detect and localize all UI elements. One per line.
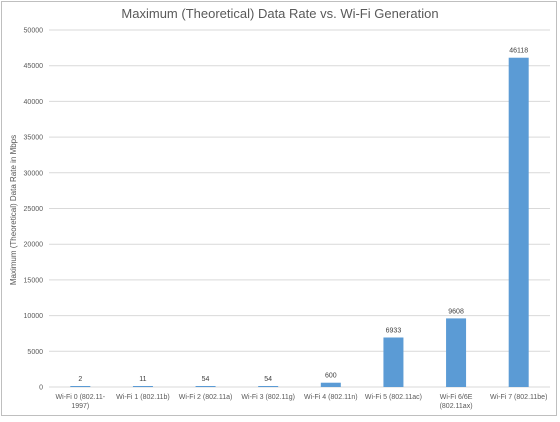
bar-value-label: 46118 xyxy=(509,48,528,55)
y-tick-label: 30000 xyxy=(24,170,44,177)
y-axis-ticks: 0 5000 10000 15000 20000 25000 30000 35000 40000… xyxy=(24,28,44,392)
bar-value-label: 54 xyxy=(202,376,210,383)
y-tick-label: 50000 xyxy=(24,28,44,35)
x-tick-label: Wi-Fi 7 (802.11be) xyxy=(490,394,547,401)
x-tick-label: Wi-Fi 2 (802.11a) xyxy=(179,394,233,401)
y-tick-label: 20000 xyxy=(24,242,44,249)
bar-chart: Maximum (Theoretical) Data Rate vs. Wi-F… xyxy=(9,6,550,410)
y-tick-label: 45000 xyxy=(24,63,44,70)
x-tick-label: Wi-Fi 4 (802.11n) xyxy=(304,394,358,401)
x-tick-label: Wi-Fi 3 (802.11g) xyxy=(241,394,295,401)
x-tick-label: (802.11ax) xyxy=(440,403,473,410)
bar-value-label: 54 xyxy=(264,376,272,383)
chart-frame: Maximum (Theoretical) Data Rate vs. Wi-F… xyxy=(1,1,557,416)
y-tick-label: 5000 xyxy=(27,349,43,356)
y-tick-label: 10000 xyxy=(24,313,44,320)
x-tick-label: Wi-Fi 0 (802.11- xyxy=(55,394,105,401)
bar xyxy=(70,386,91,387)
x-tick-label: Wi-Fi 5 (802.11ac) xyxy=(365,394,422,401)
x-axis-ticks: Wi-Fi 0 (802.11- 1997) Wi-Fi 1 (802.11b) Wi… xyxy=(55,394,547,410)
y-tick-label: 35000 xyxy=(24,135,44,142)
bar xyxy=(508,57,529,388)
y-axis-label: Maximum (Theoretical) Data Rate in Mbps xyxy=(9,135,18,285)
data-labels: 2 11 54 54 600 6933 9608 46118 xyxy=(78,48,528,383)
bar xyxy=(320,382,341,387)
bar-value-label: 11 xyxy=(139,376,146,383)
bar xyxy=(383,337,404,387)
gridlines xyxy=(49,29,550,388)
bar xyxy=(446,318,467,387)
chart-title: Maximum (Theoretical) Data Rate vs. Wi-F… xyxy=(121,6,438,21)
bar-value-label: 9608 xyxy=(448,308,464,315)
bar xyxy=(132,386,153,387)
bar-value-label: 6933 xyxy=(386,327,402,334)
x-tick-label: Wi-Fi 6/6E xyxy=(440,394,473,401)
bars xyxy=(70,57,529,388)
bar-value-label: 2 xyxy=(78,376,82,383)
x-tick-label: 1997) xyxy=(71,403,89,410)
bar-value-label: 600 xyxy=(325,373,337,380)
bar xyxy=(195,386,216,387)
y-tick-label: 25000 xyxy=(24,206,44,213)
bar xyxy=(258,386,279,387)
x-tick-label: Wi-Fi 1 (802.11b) xyxy=(116,394,170,401)
y-tick-label: 0 xyxy=(39,385,43,392)
y-tick-label: 40000 xyxy=(24,99,44,106)
y-tick-label: 15000 xyxy=(24,277,44,284)
